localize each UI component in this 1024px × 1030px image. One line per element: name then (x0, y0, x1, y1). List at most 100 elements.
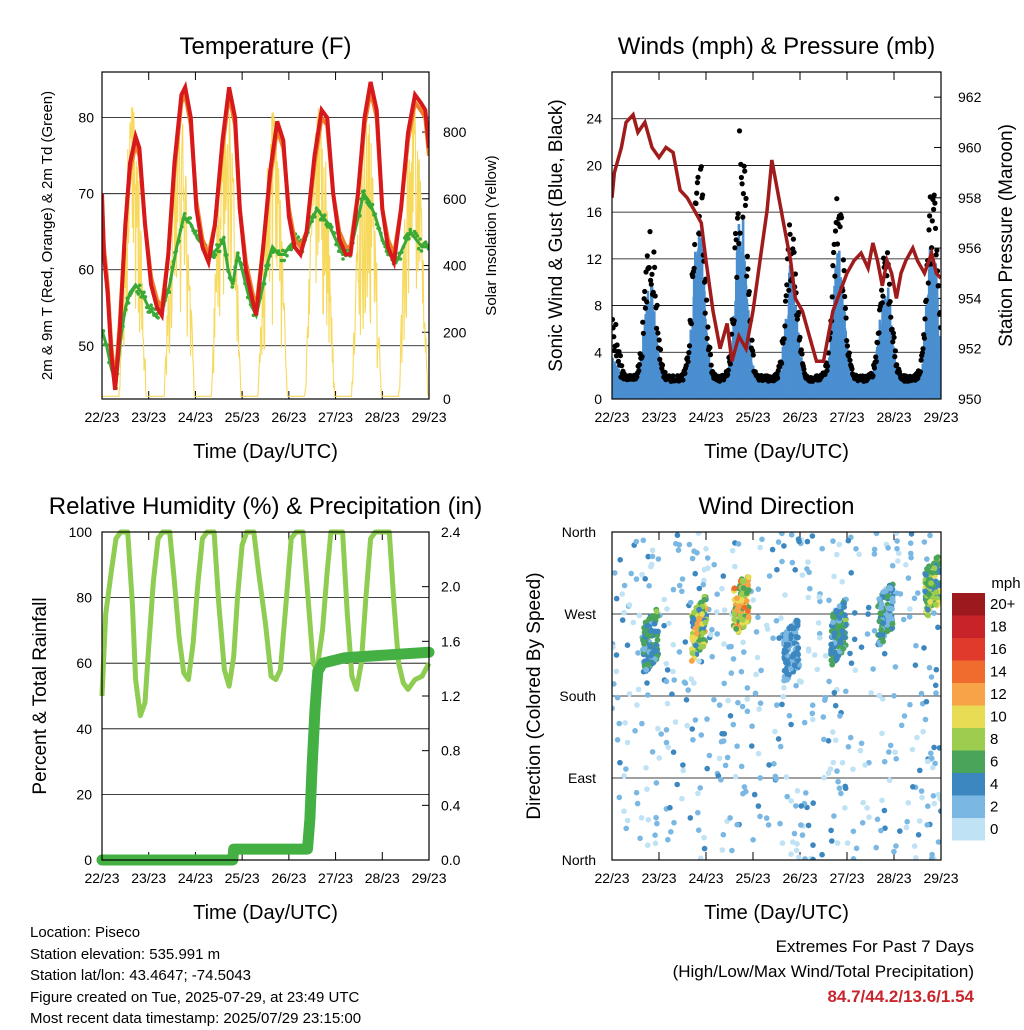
direction-point (743, 788, 749, 795)
dewpoint-point (178, 228, 183, 232)
direction-point (636, 612, 643, 619)
direction-point (617, 759, 623, 766)
direction-point (729, 847, 735, 854)
x-tick-label: 25/23 (735, 870, 770, 886)
direction-point (929, 851, 935, 858)
direction-point (834, 840, 841, 846)
wind-gust-point (887, 299, 893, 305)
direction-point (781, 667, 788, 674)
direction-point (880, 638, 886, 645)
direction-point (926, 664, 933, 671)
direction-point (676, 649, 683, 655)
x-tick-label: 23/23 (641, 409, 676, 425)
wind-gust-point (830, 263, 836, 269)
direction-point (665, 744, 672, 751)
wind-gust-point (725, 367, 731, 373)
direction-point (841, 600, 847, 607)
x-tick-label: 26/23 (271, 409, 306, 425)
direction-point (787, 625, 794, 632)
wind-gust-point (614, 342, 620, 348)
direction-point (695, 790, 701, 797)
dewpoint-point (224, 253, 229, 257)
direction-point (936, 568, 941, 575)
direction-point (755, 803, 762, 809)
direction-point (664, 606, 670, 612)
direction-point (699, 630, 706, 636)
direction-point (845, 537, 852, 544)
dewpoint-point (313, 215, 317, 219)
direction-point (685, 687, 691, 693)
dewpoint-point (373, 212, 378, 216)
dewpoint-point (185, 219, 190, 224)
direction-point (721, 607, 728, 613)
dewpoint-point (423, 240, 428, 244)
direction-point (633, 789, 640, 796)
direction-point (726, 644, 732, 650)
direction-point (772, 728, 778, 735)
direction-point (816, 630, 823, 637)
direction-point (834, 768, 840, 774)
legend-swatch (952, 615, 985, 638)
legend-label: 2 (990, 799, 998, 816)
dewpoint-point (401, 245, 406, 249)
dewpoint-point (377, 226, 382, 231)
wind-gust-point (727, 361, 733, 367)
direction-point (689, 555, 696, 562)
wind-gust-point (649, 271, 655, 277)
dewpoint-point (374, 222, 379, 227)
direction-point (642, 576, 648, 582)
direction-point (753, 671, 759, 678)
direction-point (739, 703, 746, 710)
y2-tick-label: 950 (958, 391, 982, 407)
direction-point (739, 616, 746, 623)
direction-point (905, 575, 912, 581)
direction-point (741, 649, 747, 655)
dewpoint-point (282, 258, 287, 263)
direction-point (741, 604, 748, 611)
extremes-title: Extremes For Past 7 Days (775, 937, 974, 956)
direction-point (842, 612, 848, 619)
dewpoint-point (156, 316, 160, 320)
direction-point (735, 699, 741, 706)
direction-point (794, 618, 801, 625)
wind-gust-point (707, 345, 713, 351)
direction-point (634, 800, 641, 807)
direction-point (703, 546, 709, 552)
direction-point (664, 700, 671, 707)
direction-point (932, 601, 939, 608)
direction-point (894, 538, 900, 544)
wind-gust-point (654, 302, 660, 308)
direction-point (644, 842, 651, 848)
wind-gust-point (936, 283, 941, 289)
wind-gust-point (890, 339, 896, 345)
wind-gust-point (655, 330, 661, 336)
direction-point (718, 738, 725, 745)
dewpoint-point (317, 209, 322, 214)
y2-tick-label: 954 (958, 290, 982, 306)
wind-gust-point (787, 231, 793, 237)
direction-point (653, 647, 659, 654)
wind-gust-point (892, 348, 899, 354)
direction-point (876, 692, 883, 699)
wind-gust-point (781, 336, 787, 342)
direction-point (619, 591, 625, 597)
panel-title-2: Winds (mph) & Pressure (mb) (618, 33, 935, 60)
direction-point (645, 661, 651, 668)
direction-point (701, 577, 707, 584)
wind-gust-point (740, 191, 747, 197)
direction-point (900, 616, 907, 623)
wind-gust-point (925, 280, 931, 286)
wind-gust-point (698, 164, 704, 170)
wind-gust-point (801, 366, 807, 372)
direction-point (791, 662, 798, 669)
wind-gust-point (742, 202, 749, 208)
direction-point (645, 817, 652, 823)
direction-point (871, 628, 878, 634)
dewpoint-point (425, 243, 429, 247)
direction-point (637, 835, 643, 842)
direction-point (919, 794, 925, 801)
direction-point (770, 635, 776, 641)
y2-tick-label: 1.2 (441, 688, 461, 704)
wind-gust-point (837, 224, 843, 230)
direction-point (810, 800, 816, 806)
